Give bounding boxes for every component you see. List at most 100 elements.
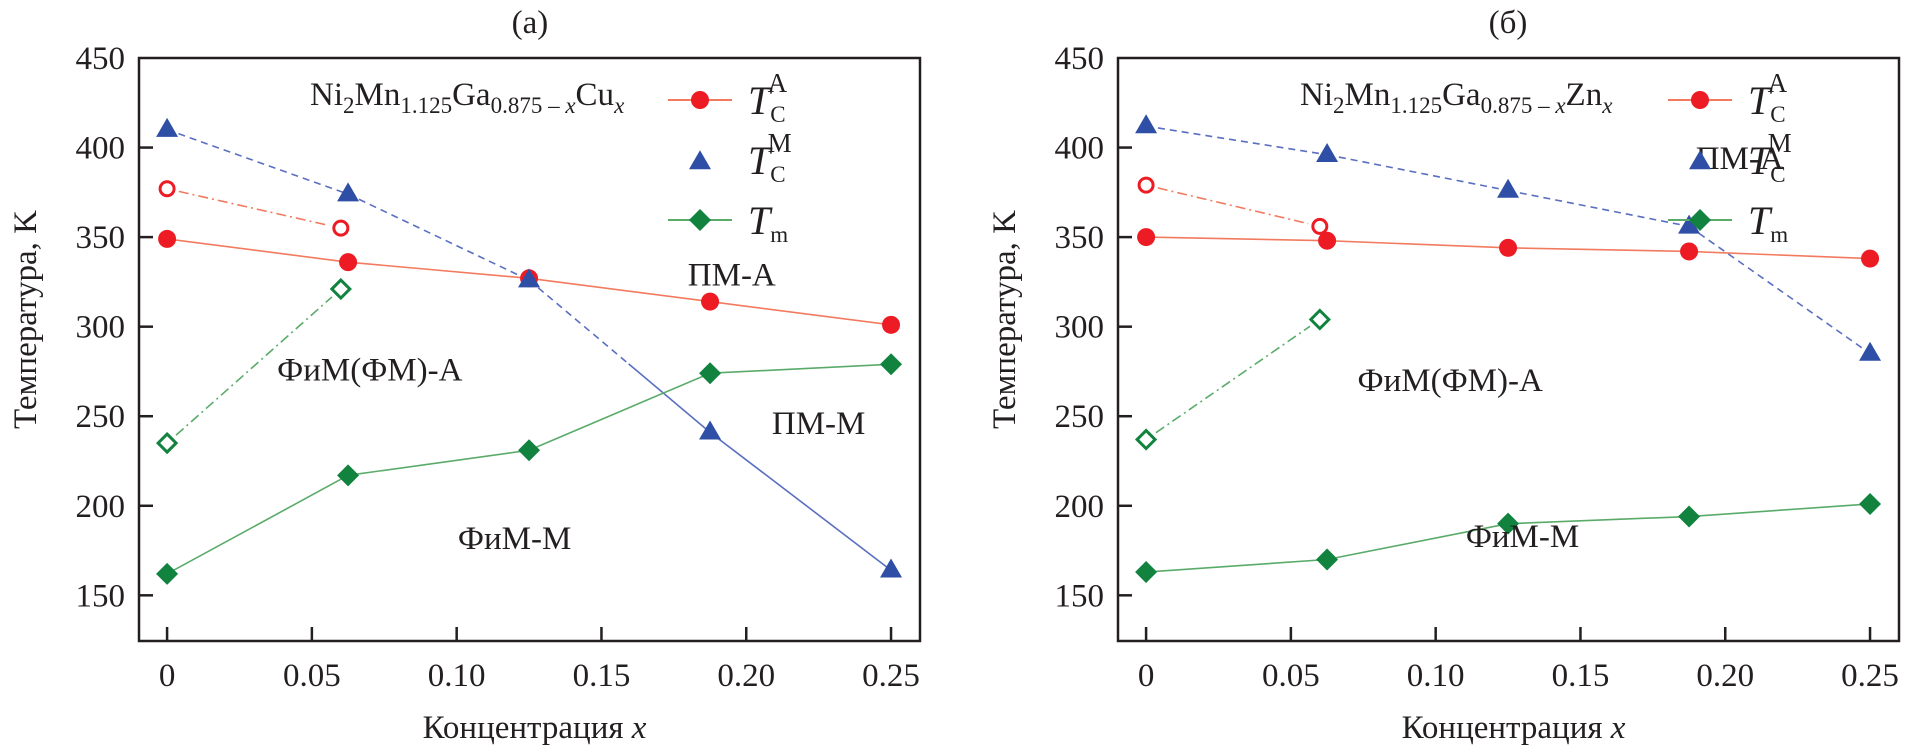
y-tick-label: 150 bbox=[76, 578, 126, 614]
plot-frame bbox=[137, 56, 922, 643]
series-lines bbox=[1145, 125, 1871, 573]
series-line-TCM bbox=[1145, 125, 1328, 156]
legend-marker-TCM bbox=[689, 150, 711, 170]
y-tick-label: 450 bbox=[1055, 41, 1105, 77]
series-line-TCA bbox=[1146, 236, 1328, 242]
x-tick-label: 0.05 bbox=[283, 658, 341, 694]
x-tick-label: 0.20 bbox=[1696, 658, 1754, 694]
y-tick-label: 450 bbox=[76, 41, 126, 77]
series-line-TCM bbox=[1688, 225, 1871, 355]
formula-part: 0.875 – bbox=[491, 93, 566, 118]
formula-part: Cu bbox=[576, 77, 615, 113]
point-Tm bbox=[1497, 512, 1520, 535]
legend-sub: C bbox=[770, 162, 785, 187]
legend-sup: A bbox=[1768, 68, 1788, 98]
x-axis-title: Концентрация x bbox=[423, 710, 647, 746]
point-Tm bbox=[1135, 561, 1158, 584]
panel-a: (a) 150 200 250 300 350 400 450 0 0.05 0.10 0.15 0.2… bbox=[8, 5, 922, 746]
point-Tm bbox=[699, 362, 722, 385]
legend-marker-TCM bbox=[1689, 150, 1711, 170]
y-tick-label: 350 bbox=[76, 220, 126, 256]
region-label: ФиМ-М bbox=[1466, 519, 1579, 555]
series-markers bbox=[1134, 114, 1882, 584]
legend-label-TCM: TCM bbox=[748, 128, 792, 187]
series-line-Tm bbox=[1508, 515, 1690, 525]
point-TCA_open bbox=[332, 219, 350, 237]
point-TCA bbox=[882, 315, 901, 334]
point-TCA_open bbox=[1137, 176, 1155, 194]
legend-symbol: T bbox=[1748, 138, 1773, 183]
series-line-TCM bbox=[709, 431, 892, 571]
legend-sup: A bbox=[768, 68, 788, 98]
series-line-TCM bbox=[1507, 189, 1690, 228]
x-axis-title-var: x bbox=[631, 710, 647, 746]
y-tick-label: 400 bbox=[1055, 131, 1105, 167]
point-TCA bbox=[1680, 242, 1699, 261]
point-Tm bbox=[1316, 548, 1339, 571]
region-label: ФиМ(ФМ)-А bbox=[1358, 363, 1543, 399]
formula-part: x bbox=[1554, 93, 1566, 118]
x-tick-label: 0.10 bbox=[1407, 658, 1465, 694]
panel-b: (б) 150 200 250 300 350 400 450 0 0.05 0.10 0.15 0.2… bbox=[987, 5, 1901, 746]
formula-part: x bbox=[613, 93, 625, 118]
point-TCM bbox=[1678, 214, 1701, 234]
y-tick-label: 200 bbox=[1055, 489, 1105, 525]
point-TCM bbox=[1135, 114, 1158, 134]
region-label: ПМ-А bbox=[688, 257, 776, 293]
point-Tm_open bbox=[155, 431, 179, 455]
point-TCM bbox=[518, 268, 541, 288]
legend-sup: M bbox=[768, 128, 792, 158]
legend-label-Tm: Tm bbox=[1748, 198, 1788, 247]
point-Tm bbox=[1678, 505, 1701, 528]
point-Tm bbox=[337, 464, 360, 487]
x-tick-label: 0.15 bbox=[1552, 658, 1610, 694]
point-TCM bbox=[337, 182, 360, 202]
series-line-TCM bbox=[628, 363, 711, 433]
point-Tm_open bbox=[329, 277, 352, 301]
legend-sub: m bbox=[1770, 222, 1788, 247]
series-line-Tm bbox=[710, 363, 892, 375]
panel-label: (a) bbox=[512, 5, 549, 41]
legend-symbol: T bbox=[748, 198, 773, 243]
x-tick-label: 0.10 bbox=[428, 658, 486, 694]
plot-frame bbox=[1116, 56, 1901, 643]
point-TCM bbox=[880, 558, 903, 578]
series-lines bbox=[166, 128, 892, 575]
legend-marker-TCA bbox=[691, 91, 709, 109]
legend-sup: M bbox=[1768, 128, 1792, 158]
series-line-TCM bbox=[347, 193, 530, 281]
point-TCA bbox=[701, 292, 720, 311]
x-tick-label: 0.15 bbox=[573, 658, 631, 694]
point-TCA_open bbox=[1311, 217, 1329, 235]
formula-part: 1.125 bbox=[400, 93, 452, 118]
x-tick-label: 0.25 bbox=[862, 658, 920, 694]
formula-part: Zn bbox=[1566, 77, 1603, 113]
point-TCA bbox=[1137, 228, 1156, 247]
x-axis-title-text: Концентрация bbox=[423, 710, 632, 746]
y-tick-label: 250 bbox=[1055, 399, 1105, 435]
series-line-TCA bbox=[1508, 247, 1690, 253]
legend-marker-Tm bbox=[689, 209, 711, 231]
point-TCM bbox=[1497, 178, 1520, 198]
formula-part: 2 bbox=[343, 93, 355, 118]
legend-symbol: T bbox=[748, 78, 773, 123]
legend-label-TCM: TCM bbox=[1748, 128, 1792, 187]
point-Tm_open bbox=[1308, 308, 1331, 331]
legend-symbol: T bbox=[1748, 78, 1773, 123]
point-Tm bbox=[156, 562, 179, 585]
x-tick-label: 0.20 bbox=[717, 658, 775, 694]
series-line-Tm bbox=[1688, 503, 1871, 518]
region-label: ПМ-М bbox=[772, 406, 866, 442]
formula-part: 2 bbox=[1333, 93, 1345, 118]
series-line-TCA_open bbox=[1157, 187, 1309, 225]
region-label: ФиМ-М bbox=[458, 521, 571, 557]
legend-sub: C bbox=[1770, 162, 1785, 187]
formula-part: Mn bbox=[1345, 77, 1391, 113]
series-line-TCA bbox=[1327, 239, 1509, 249]
formula-part: x bbox=[564, 93, 576, 118]
y-tick-label: 400 bbox=[76, 131, 126, 167]
point-TCA bbox=[1861, 249, 1880, 268]
series-markers bbox=[155, 117, 903, 585]
